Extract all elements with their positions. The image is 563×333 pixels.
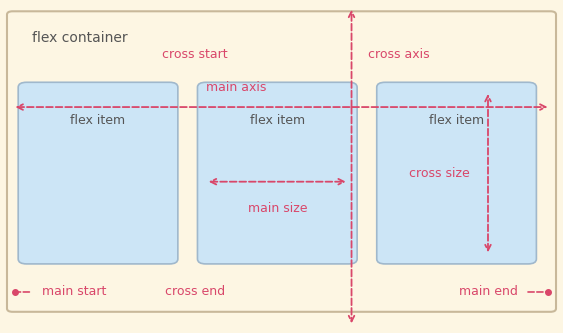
FancyBboxPatch shape <box>198 82 357 264</box>
Text: main end: main end <box>459 285 518 298</box>
Text: flex item: flex item <box>250 114 305 127</box>
FancyBboxPatch shape <box>7 11 556 312</box>
Text: flex container: flex container <box>32 31 128 45</box>
Text: main size: main size <box>248 201 307 214</box>
Text: cross size: cross size <box>409 166 470 179</box>
Text: flex item: flex item <box>429 114 484 127</box>
Text: main start: main start <box>42 285 106 298</box>
Text: cross end: cross end <box>164 285 225 298</box>
Text: flex item: flex item <box>70 114 126 127</box>
FancyBboxPatch shape <box>377 82 537 264</box>
Text: cross axis: cross axis <box>368 48 430 61</box>
Text: main axis: main axis <box>207 81 267 94</box>
Text: cross start: cross start <box>162 48 227 61</box>
FancyBboxPatch shape <box>18 82 178 264</box>
